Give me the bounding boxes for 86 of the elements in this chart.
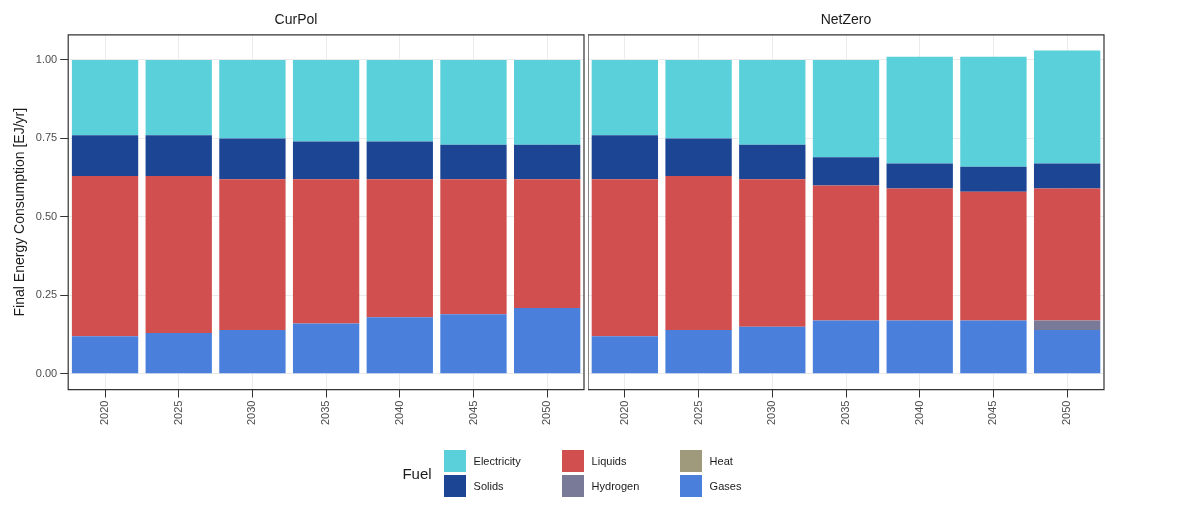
legend-title: Fuel	[402, 464, 432, 482]
bar	[440, 59, 507, 145]
bar	[1033, 188, 1101, 321]
bar	[886, 188, 953, 321]
bar	[886, 163, 953, 189]
legend-label: Solids	[473, 479, 505, 492]
legend-label: Hydrogen	[591, 479, 641, 492]
bar	[366, 141, 433, 180]
x-tick-label: 2040	[392, 400, 405, 426]
bar	[591, 59, 659, 136]
bar	[366, 317, 433, 374]
bar	[739, 59, 806, 145]
x-tick-label: 2030	[245, 400, 258, 426]
bar	[145, 176, 212, 334]
y-tick-label: 0.25	[35, 288, 58, 301]
bar	[739, 326, 806, 374]
bar	[366, 59, 433, 142]
legend-label: Liquids	[591, 454, 628, 467]
legend-label: Electricity	[473, 454, 522, 467]
bar	[591, 336, 659, 374]
chart-title: NetZero	[820, 11, 872, 28]
bar	[219, 179, 286, 330]
x-tick-label: 2050	[540, 400, 553, 426]
legend-label: Gases	[709, 479, 743, 492]
bar	[71, 336, 139, 374]
bar	[1033, 320, 1101, 330]
x-tick-label: 2035	[319, 400, 332, 426]
bar	[514, 59, 581, 145]
bar	[71, 59, 139, 136]
y-tick-label: 0.00	[35, 366, 58, 379]
bar	[71, 135, 139, 177]
x-tick-label: 2045	[986, 400, 999, 426]
x-tick-label: 2035	[839, 400, 852, 426]
bar	[292, 141, 360, 180]
y-tick-label: 0.50	[35, 209, 58, 222]
bar	[665, 138, 732, 177]
bar	[219, 329, 286, 374]
bar	[71, 176, 139, 337]
x-tick-label: 2025	[171, 400, 184, 426]
x-tick-label: 2020	[98, 400, 111, 426]
bar	[739, 144, 806, 180]
x-tick-label: 2030	[765, 400, 778, 426]
bar	[292, 179, 360, 324]
bar	[292, 323, 360, 374]
bar	[1033, 329, 1101, 374]
bar	[665, 176, 732, 330]
bar	[219, 59, 286, 139]
chart-title: CurPol	[274, 11, 318, 28]
bar	[591, 135, 659, 180]
bar	[145, 333, 212, 374]
bar	[665, 59, 732, 139]
x-tick-label: 2040	[912, 400, 925, 426]
bar	[812, 157, 880, 186]
bar	[366, 179, 433, 318]
bar	[514, 144, 581, 180]
bar	[960, 166, 1027, 192]
bar	[812, 185, 880, 321]
bar	[440, 144, 507, 180]
bar	[1033, 50, 1101, 164]
bar	[960, 191, 1027, 321]
legend-label: Heat	[709, 454, 734, 467]
bar	[960, 320, 1027, 374]
x-tick-label: 2045	[466, 400, 479, 426]
bar	[514, 179, 581, 308]
bar	[739, 179, 806, 327]
bar	[886, 56, 953, 164]
y-tick-label: 1.00	[35, 52, 58, 65]
x-tick-label: 2020	[617, 400, 630, 426]
bar	[812, 320, 880, 374]
bar	[292, 59, 360, 142]
y-axis-title: Final Energy Consumption [EJ/yr]	[11, 107, 28, 317]
bar	[514, 307, 581, 374]
bar	[145, 59, 212, 136]
bar	[960, 56, 1027, 167]
x-tick-label: 2050	[1060, 400, 1073, 426]
bar	[886, 320, 953, 374]
bar	[440, 179, 507, 315]
bar	[219, 138, 286, 180]
bar	[812, 59, 880, 158]
bar	[145, 135, 212, 177]
bar	[440, 314, 507, 374]
bar	[1033, 163, 1101, 189]
y-tick-label: 0.75	[35, 131, 58, 144]
bar	[665, 329, 732, 374]
bar	[591, 179, 659, 337]
x-tick-label: 2025	[691, 400, 704, 426]
